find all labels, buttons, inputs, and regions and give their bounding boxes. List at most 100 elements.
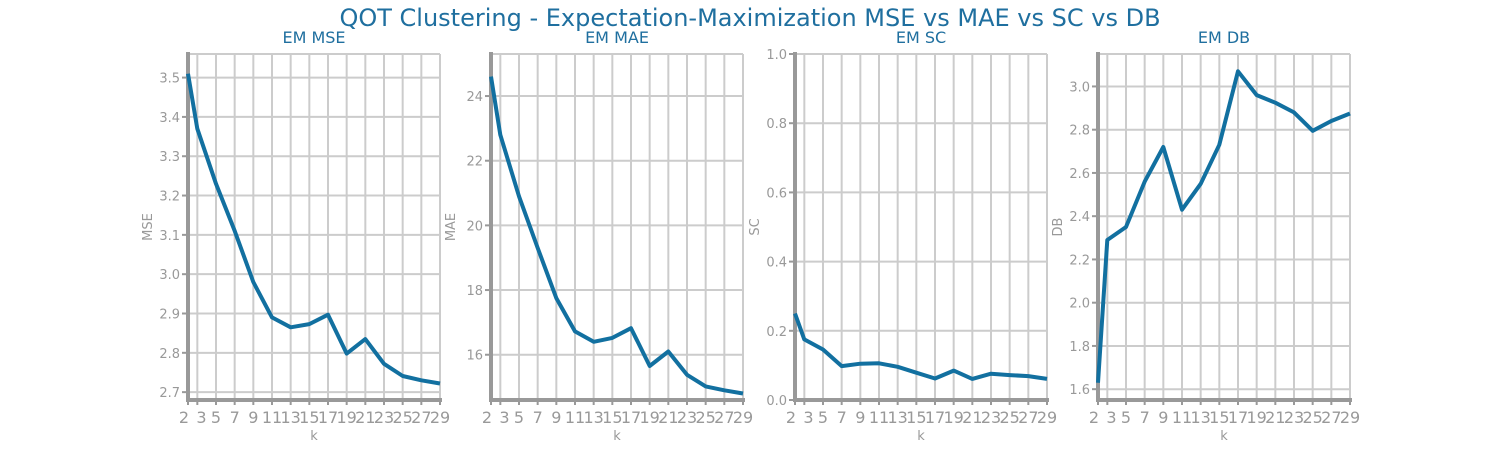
y-tick-label: 0.4 <box>766 256 787 271</box>
panel-title: EM DB <box>1198 28 1250 47</box>
x-tick-label: 21 <box>962 408 982 427</box>
y-tick-label: 18 <box>466 284 483 299</box>
x-tick-label: 21 <box>1265 408 1285 427</box>
x-axis-label: k <box>310 429 318 444</box>
x-tick-label: 29 <box>733 408 753 427</box>
x-tick-label: 7 <box>1140 408 1150 427</box>
y-tick-label: 3.0 <box>159 268 180 283</box>
y-tick-label: 3.2 <box>159 190 180 205</box>
x-tick-label: 9 <box>551 408 561 427</box>
y-tick-label: 1.6 <box>1069 383 1090 398</box>
y-tick-label: 2.8 <box>1069 124 1090 139</box>
x-tick-label: 3 <box>196 408 206 427</box>
y-tick-label: 2.9 <box>159 308 180 323</box>
x-axis-label: k <box>917 429 925 444</box>
x-tick-label: 19 <box>639 408 659 427</box>
x-tick-label: 17 <box>925 408 945 427</box>
x-tick-label: 7 <box>230 408 240 427</box>
y-tick-label: 24 <box>466 90 483 105</box>
y-tick-label: 3.0 <box>1069 80 1090 95</box>
y-axis-label: MSE <box>141 213 156 241</box>
y-tick-label: 22 <box>466 155 483 170</box>
x-tick-label: 11 <box>565 408 585 427</box>
y-tick-label: 0.6 <box>766 186 787 201</box>
x-tick-label: 9 <box>248 408 258 427</box>
x-axis-label: k <box>613 429 621 444</box>
y-tick-label: 3.4 <box>159 111 180 126</box>
y-tick-label: 3.1 <box>159 229 180 244</box>
y-tick-label: 2.4 <box>1069 210 1090 225</box>
x-tick-label: 23 <box>981 408 1001 427</box>
x-tick-label: 5 <box>211 408 221 427</box>
y-axis-label: DB <box>1051 218 1066 237</box>
x-tick-label: 23 <box>374 408 394 427</box>
x-tick-label: 19 <box>336 408 356 427</box>
x-tick-label: 27 <box>1018 408 1038 427</box>
x-tick-label: 5 <box>818 408 828 427</box>
x-tick-label: 3 <box>499 408 509 427</box>
x-tick-label: 5 <box>1121 408 1131 427</box>
x-tick-label: 21 <box>355 408 375 427</box>
y-tick-label: 1.0 <box>766 48 787 63</box>
x-tick-label: 25 <box>999 408 1019 427</box>
x-tick-label: 2 <box>482 408 492 427</box>
x-tick-label: 19 <box>1246 408 1266 427</box>
x-tick-label: 15 <box>602 408 622 427</box>
x-tick-label: 2 <box>786 408 796 427</box>
x-tick-label: 7 <box>837 408 847 427</box>
x-tick-label: 2 <box>179 408 189 427</box>
x-tick-label: 25 <box>1302 408 1322 427</box>
series-line <box>186 73 441 386</box>
chart-panel-3: 0.00.20.40.60.81.02 3 5 7 9 11131517192123252… <box>748 28 1057 444</box>
x-tick-label: 23 <box>677 408 697 427</box>
y-tick-label: 1.8 <box>1069 340 1090 355</box>
x-tick-label: 15 <box>299 408 319 427</box>
x-tick-label: 5 <box>514 408 524 427</box>
x-tick-label: 29 <box>1340 408 1360 427</box>
panel-title: EM MSE <box>282 28 345 47</box>
x-tick-label: 2 <box>1089 408 1099 427</box>
x-tick-label: 27 <box>411 408 431 427</box>
x-axis-label: k <box>1220 429 1228 444</box>
x-tick-label: 27 <box>714 408 734 427</box>
x-tick-label: 25 <box>392 408 412 427</box>
y-tick-label: 2.8 <box>159 347 180 362</box>
x-tick-label: 29 <box>430 408 450 427</box>
x-tick-label: 13 <box>887 408 907 427</box>
panel-title: EM MAE <box>585 28 649 47</box>
x-tick-label: 25 <box>695 408 715 427</box>
chart-panel-1: 2.72.82.93.03.13.23.33.43.52 3 5 7 9 11131517… <box>141 28 450 444</box>
panel-title: EM SC <box>896 28 946 47</box>
x-tick-label: 15 <box>906 408 926 427</box>
y-tick-label: 0.0 <box>766 394 787 409</box>
series-line <box>489 76 744 396</box>
y-tick-label: 2.2 <box>1069 253 1090 268</box>
x-tick-label: 17 <box>318 408 338 427</box>
series-line <box>793 312 1048 381</box>
x-tick-label: 13 <box>1190 408 1210 427</box>
y-tick-label: 0.2 <box>766 325 787 340</box>
x-tick-label: 7 <box>533 408 543 427</box>
x-tick-label: 27 <box>1321 408 1341 427</box>
figure-title: QOT Clustering - Expectation-Maximizatio… <box>339 4 1161 32</box>
x-tick-label: 11 <box>262 408 282 427</box>
x-tick-label: 9 <box>855 408 865 427</box>
x-tick-label: 13 <box>583 408 603 427</box>
y-tick-label: 2.0 <box>1069 297 1090 312</box>
y-axis-label: MAE <box>444 213 459 241</box>
y-axis-label: SC <box>748 218 763 235</box>
y-tick-label: 2.6 <box>1069 167 1090 182</box>
x-tick-label: 29 <box>1037 408 1057 427</box>
x-tick-label: 23 <box>1284 408 1304 427</box>
x-tick-label: 3 <box>803 408 813 427</box>
x-tick-label: 15 <box>1209 408 1229 427</box>
y-tick-label: 20 <box>466 219 483 234</box>
series-line <box>1096 69 1351 383</box>
chart-panel-4: 1.61.82.02.22.42.62.83.02 3 5 7 9 11131517192… <box>1051 28 1360 444</box>
y-tick-label: 16 <box>466 349 483 364</box>
y-tick-label: 0.8 <box>766 117 787 132</box>
y-tick-label: 2.7 <box>159 386 180 401</box>
x-tick-label: 3 <box>1106 408 1116 427</box>
